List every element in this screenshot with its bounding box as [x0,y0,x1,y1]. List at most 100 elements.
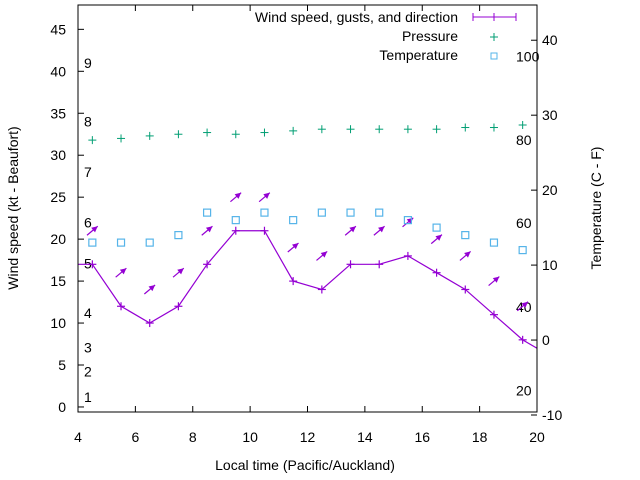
pressure-point [289,126,298,135]
wind-point [461,285,470,294]
wind-point [317,285,326,294]
arrow-head [435,234,442,241]
x-tick-label: 6 [131,429,139,445]
wind-direction-arrow [287,242,299,253]
beaufort-label: 6 [84,214,92,230]
wind-direction-arrow [516,301,529,312]
temperature-point [88,238,97,247]
temperature-point [116,238,126,247]
wind-direction-arrow [430,234,443,245]
beaufort-label: 9 [84,55,92,71]
y-tick-label: 20 [50,231,66,247]
pressure-point [461,123,470,132]
pressure-point [432,125,441,134]
wind-point [403,251,412,260]
legend-temperature-swatch [490,52,498,60]
y2-axis-label: Temperature (C - F) [588,147,604,270]
legend-wind-swatch [472,13,517,21]
wind-point [231,226,240,235]
y-tick-label: 25 [50,189,66,205]
wind-point [432,268,441,277]
fahrenheit-label: 80 [516,132,532,148]
wind-direction-arrow [373,225,385,236]
wind-point [489,310,498,319]
wind-point [375,260,384,269]
temperature-point [432,223,441,232]
wind-direction-arrow [86,225,99,236]
pressure-point [403,125,412,134]
x-tick-label: 14 [357,429,373,445]
y-tick-label: 5 [58,357,66,373]
beaufort-label: 2 [84,364,92,380]
legend-temperature-label: Temperature [379,47,458,63]
temperature-point [202,208,212,217]
y-tick-label: 10 [50,315,66,331]
y2-tick-label: 40 [542,32,558,48]
temperature-point [375,208,384,217]
temperature-point [489,238,499,247]
beaufort-label: 5 [84,255,92,271]
wind-point [260,226,269,235]
y-tick-label: 15 [50,273,66,289]
beaufort-label: 3 [84,339,92,355]
x-tick-label: 20 [529,429,545,445]
pressure-point [518,121,527,130]
fahrenheit-label: 100 [516,49,540,65]
x-tick-label: 12 [300,429,316,445]
arrow-head [119,268,127,275]
temperature-point [145,238,154,247]
wind-speed-line [78,230,538,349]
pressure-point [117,134,126,143]
legend: Wind speed, gusts, and direction Pressur… [255,9,517,63]
wind-point [88,260,97,269]
y-tick-label: 30 [50,147,66,163]
temperature-point [403,216,413,225]
wind-direction-arrow [172,267,185,278]
temperature-point [231,216,240,225]
y2-tick-label: 0 [542,332,550,348]
arrow-head [349,226,356,233]
plot-frame [77,4,538,413]
arrow-head [205,226,213,233]
x-tick-label: 18 [472,429,488,445]
wind-direction-arrow [230,192,242,203]
wind-point [174,302,183,311]
arrow-head [291,243,299,250]
pressure-point [88,136,97,145]
wind-point [117,302,126,311]
y2-tick-label: -10 [542,407,562,423]
wind-direction-arrow [316,250,328,261]
beaufort-label: 7 [84,164,92,180]
pressure-point [375,125,384,134]
temperature-point [174,231,183,240]
temperature-point [518,245,527,255]
wind-direction-arrow [258,192,271,203]
y2-tick-label: 10 [542,257,558,273]
pressure-point [203,128,212,137]
beaufort-label: 8 [84,114,92,130]
pressure-point [174,130,183,139]
legend-pressure-swatch [490,33,498,41]
wind-point [289,277,298,286]
temperature-point [461,231,470,240]
pressure-point [346,125,355,134]
x-axis-label: Local time (Pacific/Auckland) [215,457,395,473]
wind-point [145,319,154,328]
arrow-head [177,268,184,275]
wind-direction-arrow [115,267,127,278]
legend-pressure-label: Pressure [402,28,458,44]
wind-point [346,260,355,269]
pressure-point [317,125,326,134]
y-tick-label: 35 [50,105,66,121]
temperature-point [346,208,355,217]
wind-point [518,335,527,344]
y-tick-label: 45 [50,21,66,37]
x-tick-label: 10 [242,429,258,445]
pressure-point [145,131,154,140]
pressure-point [231,130,240,139]
legend-wind-label: Wind speed, gusts, and direction [255,9,458,25]
x-tick-label: 16 [414,429,430,445]
wind-direction-arrow [143,284,156,295]
fahrenheit-label: 60 [516,215,532,231]
arrow-head [263,192,270,199]
